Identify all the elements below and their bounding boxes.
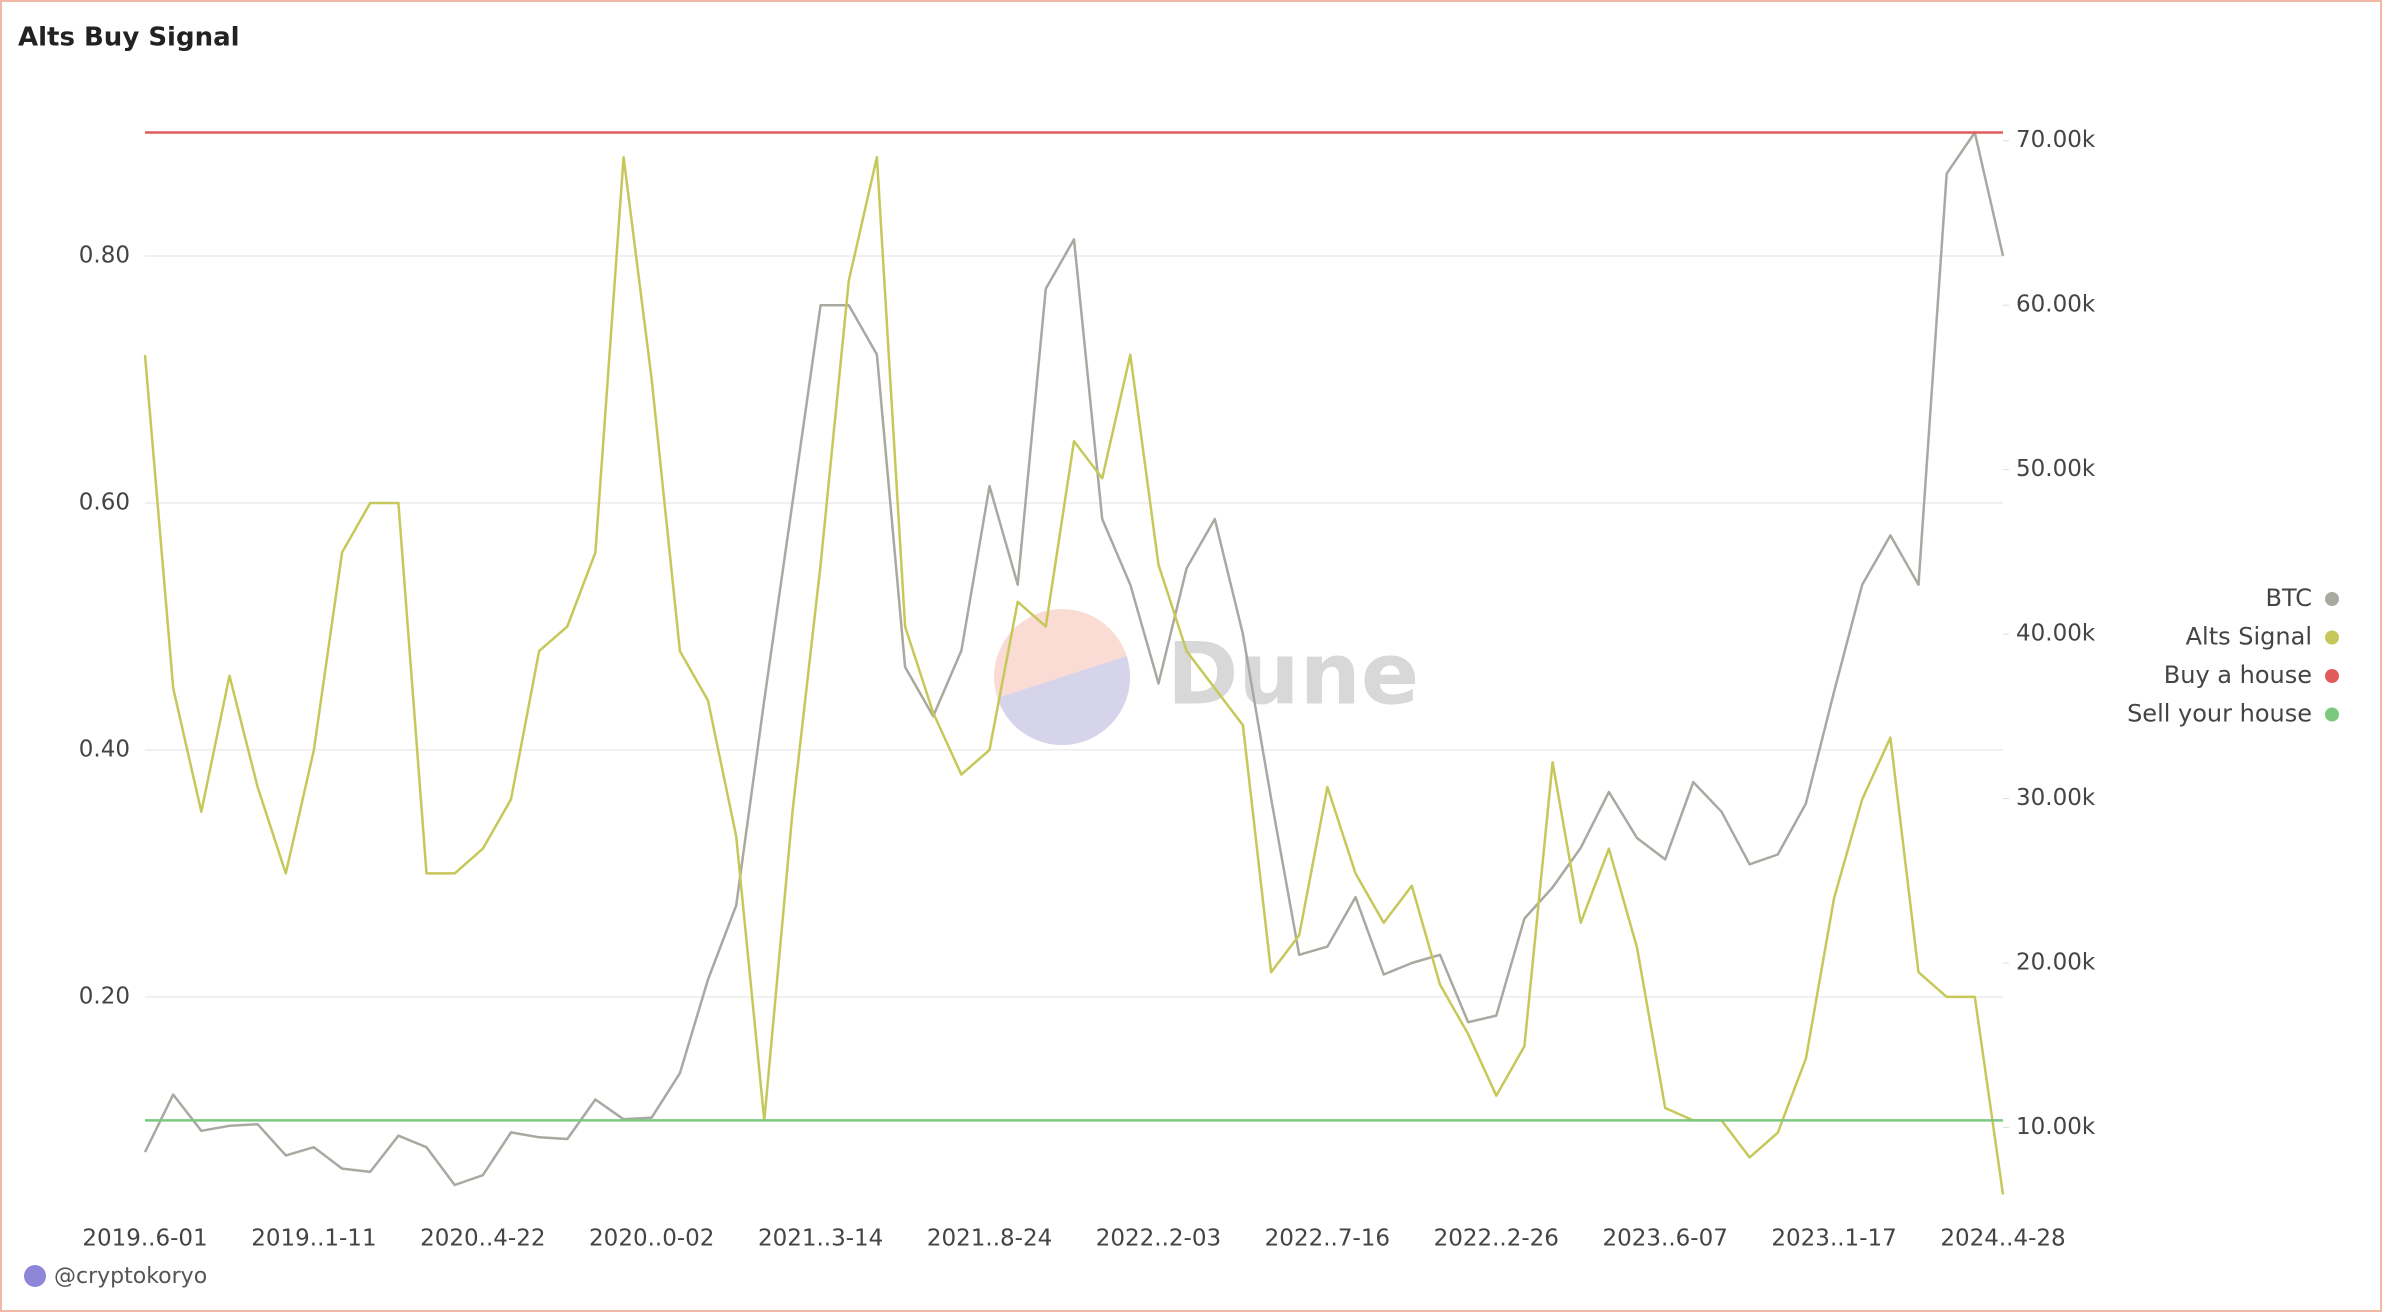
x-tick-label: 2020..0-02 — [589, 1226, 714, 1252]
y-tick-label: 0.60 — [79, 489, 130, 515]
legend-label: Sell your house — [2127, 700, 2312, 728]
series-line — [143, 131, 2005, 1187]
chart-title: Alts Buy Signal — [18, 23, 240, 53]
legend-label: Buy a house — [2164, 661, 2312, 689]
x-tick-label: 2023..6-07 — [1603, 1226, 1728, 1252]
x-tick-label: 2022..2-03 — [1096, 1226, 1221, 1252]
y2-tick-label: 10.00k — [2016, 1114, 2096, 1140]
y2-tick-label: 50.00k — [2016, 456, 2096, 482]
y2-tick-label: 60.00k — [2016, 292, 2096, 318]
y2-tick-label: 40.00k — [2016, 621, 2096, 647]
x-tick-label: 2019..6-01 — [82, 1226, 207, 1252]
y-tick-label: 0.20 — [79, 983, 130, 1009]
legend-marker — [2325, 669, 2339, 683]
y2-tick-label: 30.00k — [2016, 785, 2096, 811]
y-tick-label: 0.80 — [79, 242, 130, 268]
x-tick-label: 2020..4-22 — [420, 1226, 545, 1252]
y2-tick-label: 70.00k — [2016, 127, 2096, 153]
y-tick-label: 0.40 — [79, 736, 130, 762]
x-tick-label: 2023..1-17 — [1771, 1226, 1896, 1252]
legend-marker — [2325, 630, 2339, 645]
legend-marker — [2325, 707, 2339, 722]
x-tick-label: 2021..3-14 — [758, 1226, 883, 1252]
watermark-logo — [994, 609, 1130, 745]
x-tick-label: 2022..2-26 — [1434, 1226, 1559, 1252]
x-tick-label: 2024..4-28 — [1940, 1226, 2065, 1252]
footer: @cryptokoryo — [54, 1264, 207, 1289]
legend-label: BTC — [2266, 584, 2312, 612]
x-tick-label: 2022..7-16 — [1265, 1226, 1390, 1252]
footer-icon — [24, 1265, 46, 1287]
y2-tick-label: 20.00k — [2016, 950, 2096, 976]
x-tick-label: 2021..8-24 — [927, 1226, 1052, 1252]
x-tick-label: 2019..1-11 — [251, 1226, 376, 1252]
watermark: Dune — [1167, 624, 1419, 724]
legend-label: Alts Signal — [2186, 623, 2312, 651]
legend-marker — [2325, 592, 2339, 606]
